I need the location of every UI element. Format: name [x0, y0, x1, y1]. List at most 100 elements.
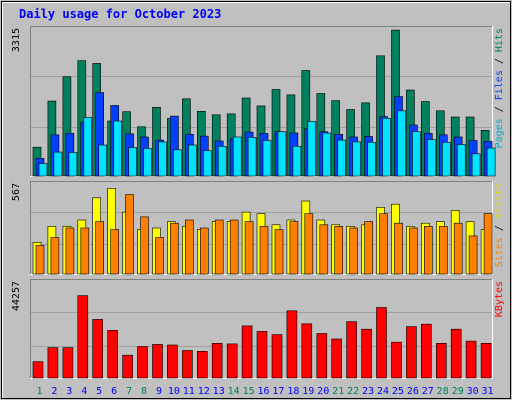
day-label-4: 4 — [81, 386, 87, 397]
chart-title: Daily usage for October 2023 — [19, 7, 221, 21]
day-label-9: 9 — [156, 386, 162, 397]
bar-pages-day-7 — [128, 147, 137, 177]
bar-kbytes-day-2 — [47, 347, 59, 379]
bar-pages-day-23 — [367, 142, 376, 177]
bar-sites-day-2 — [50, 237, 60, 275]
panel-legend: KBytes — [494, 281, 505, 317]
day-label-7: 7 — [126, 386, 132, 397]
bar-pages-day-18 — [292, 146, 302, 177]
day-label-18: 18 — [287, 386, 299, 397]
bar-pages-day-21 — [337, 139, 347, 177]
day-label-14: 14 — [228, 386, 240, 397]
day-label-20: 20 — [317, 386, 329, 397]
bar-pages-day-4 — [83, 117, 93, 177]
bar-sites-day-18 — [289, 221, 299, 275]
bar-kbytes-day-26 — [406, 326, 417, 379]
bar-sites-day-14 — [229, 219, 239, 275]
bar-pages-day-8 — [143, 148, 152, 177]
bar-pages-day-26 — [412, 131, 421, 177]
bar-kbytes-day-6 — [107, 329, 118, 379]
bar-kbytes-day-10 — [167, 344, 178, 379]
bar-sites-day-7 — [125, 194, 134, 275]
bar-sites-day-22 — [349, 227, 358, 275]
bar-pages-day-20 — [322, 132, 332, 177]
bar-pages-day-27 — [426, 139, 436, 177]
bar-kbytes-day-23 — [361, 328, 372, 379]
bar-pages-day-10 — [173, 149, 182, 177]
bar-kbytes-day-9 — [152, 344, 163, 379]
bar-pages-day-30 — [471, 153, 481, 177]
bar-sites-day-28 — [438, 226, 448, 275]
day-label-3: 3 — [66, 386, 72, 397]
legend-entry: Sites — [494, 237, 505, 267]
bar-sites-day-19 — [304, 213, 314, 275]
panel-hits-files-pages: 3315 Pages / Files / Hits — [11, 26, 505, 177]
day-label-24: 24 — [377, 386, 389, 397]
bar-pages-day-15 — [247, 137, 257, 177]
bar-kbytes-day-7 — [122, 354, 133, 379]
bar-kbytes-day-20 — [316, 333, 328, 379]
day-label-30: 30 — [467, 386, 479, 397]
bar-kbytes-day-16 — [256, 331, 268, 379]
bar-kbytes-day-13 — [211, 342, 223, 379]
day-label-29: 29 — [452, 386, 464, 397]
bar-kbytes-day-24 — [376, 307, 387, 379]
bar-kbytes-day-21 — [331, 338, 343, 379]
bar-pages-day-19 — [307, 121, 317, 177]
day-label-28: 28 — [437, 386, 449, 397]
day-label-8: 8 — [141, 386, 147, 397]
bar-pages-day-2 — [53, 151, 63, 177]
legend-entry: KBytes — [494, 281, 505, 317]
bar-pages-day-29 — [456, 144, 466, 177]
bar-kbytes-day-15 — [241, 325, 253, 379]
bar-sites-day-9 — [155, 237, 164, 275]
day-label-22: 22 — [347, 386, 359, 397]
bar-kbytes-day-31 — [480, 342, 492, 379]
bar-pages-day-17 — [277, 131, 287, 177]
legend-entry: Files — [494, 70, 505, 100]
bar-kbytes-day-3 — [62, 347, 74, 379]
bar-pages-day-31 — [486, 147, 496, 177]
bar-sites-day-1 — [35, 245, 45, 275]
day-label-26: 26 — [407, 386, 419, 397]
bar-sites-day-13 — [214, 219, 224, 275]
bar-kbytes-day-17 — [271, 334, 283, 379]
bar-kbytes-day-28 — [435, 342, 447, 379]
day-label-15: 15 — [243, 386, 255, 397]
axis-max-label: 44257 — [11, 281, 22, 311]
bar-kbytes-day-8 — [137, 346, 148, 379]
day-axis-labels: 1 2 3 4 5 6 7 8 9 10 11 12 13 14 15 16 17 18 19 20 21 22 23 24 2… — [36, 386, 493, 397]
bar-kbytes-day-30 — [465, 340, 477, 379]
bar-kbytes-day-12 — [197, 350, 208, 379]
bar-sites-day-10 — [170, 222, 179, 275]
bar-pages-day-22 — [352, 141, 361, 177]
bar-pages-day-5 — [98, 144, 107, 177]
bar-pages-day-28 — [441, 142, 451, 177]
bar-sites-day-11 — [185, 219, 194, 275]
bar-kbytes-day-25 — [391, 341, 402, 379]
day-label-2: 2 — [51, 386, 57, 397]
bar-kbytes-day-5 — [92, 319, 103, 379]
panel-kbytes: 44257 KBytes — [11, 279, 505, 379]
day-label-21: 21 — [332, 386, 344, 397]
day-label-11: 11 — [183, 386, 195, 397]
day-label-16: 16 — [257, 386, 269, 397]
bar-sites-day-26 — [409, 227, 418, 275]
bar-kbytes-day-1 — [32, 361, 44, 379]
legend-entry: / — [494, 219, 505, 237]
bar-sites-day-24 — [379, 213, 388, 275]
bar-pages-day-12 — [203, 150, 212, 177]
bar-sites-day-16 — [259, 226, 269, 275]
day-label-6: 6 — [111, 386, 117, 397]
bar-sites-day-25 — [394, 222, 403, 275]
bar-kbytes-day-18 — [286, 310, 298, 379]
bar-sites-day-4 — [80, 227, 90, 275]
legend-entry: / — [494, 100, 505, 118]
day-label-13: 13 — [213, 386, 225, 397]
bar-sites-day-5 — [95, 221, 104, 275]
legend-entry: / — [494, 52, 505, 70]
bar-pages-day-1 — [38, 163, 48, 177]
bar-sites-day-6 — [110, 229, 119, 275]
bar-sites-day-17 — [274, 229, 284, 275]
